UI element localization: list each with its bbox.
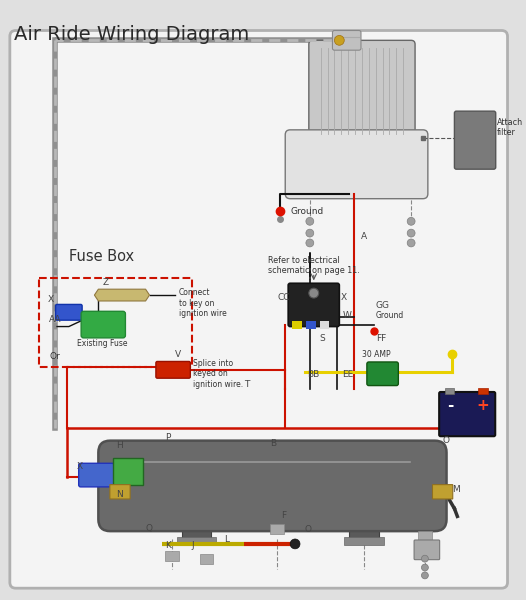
Text: M: M	[452, 485, 460, 494]
Bar	[270, 524, 284, 534]
Circle shape	[309, 288, 319, 298]
Text: L: L	[224, 535, 229, 544]
Bar	[200, 554, 214, 563]
FancyBboxPatch shape	[110, 485, 130, 499]
FancyBboxPatch shape	[432, 485, 453, 499]
Text: K: K	[165, 541, 171, 550]
Text: Fuse Box: Fuse Box	[69, 249, 134, 264]
Text: B: B	[270, 439, 277, 448]
Bar	[306, 320, 316, 329]
Circle shape	[306, 217, 314, 225]
Text: Splice into
keyed on
ignition wire.: Splice into keyed on ignition wire.	[193, 359, 243, 389]
Bar	[444, 388, 454, 394]
Circle shape	[407, 217, 415, 225]
Text: S: S	[320, 334, 326, 343]
Circle shape	[407, 239, 415, 247]
Text: F: F	[281, 511, 287, 520]
FancyBboxPatch shape	[439, 392, 495, 436]
Circle shape	[306, 239, 314, 247]
FancyBboxPatch shape	[156, 361, 190, 378]
Bar	[344, 537, 383, 545]
FancyBboxPatch shape	[10, 31, 508, 588]
Text: O: O	[305, 525, 312, 534]
FancyBboxPatch shape	[113, 458, 143, 485]
FancyBboxPatch shape	[367, 362, 398, 386]
Text: Connect
to key on
ignition wire: Connect to key on ignition wire	[179, 288, 227, 318]
Text: T: T	[244, 380, 249, 389]
Text: +: +	[476, 398, 489, 413]
Text: P: P	[165, 433, 170, 442]
Bar	[418, 531, 432, 541]
Circle shape	[306, 229, 314, 237]
Text: FF: FF	[376, 334, 386, 343]
FancyBboxPatch shape	[309, 40, 415, 142]
Text: Air Ride Wiring Diagram: Air Ride Wiring Diagram	[14, 25, 249, 44]
FancyBboxPatch shape	[56, 304, 82, 320]
Text: X: X	[77, 462, 83, 471]
Text: W: W	[342, 311, 351, 320]
Text: O: O	[442, 436, 450, 445]
FancyBboxPatch shape	[414, 540, 440, 560]
Circle shape	[421, 555, 428, 562]
Text: Existing Fuse: Existing Fuse	[77, 340, 127, 349]
FancyBboxPatch shape	[288, 283, 339, 326]
Bar	[182, 511, 211, 539]
Text: Q: Q	[146, 524, 153, 533]
Text: Refer to electrical
schematic on page 11.: Refer to electrical schematic on page 11…	[268, 256, 359, 275]
Text: -: -	[448, 398, 454, 413]
Text: 30 AMP: 30 AMP	[362, 350, 391, 359]
FancyBboxPatch shape	[81, 311, 125, 338]
FancyBboxPatch shape	[79, 463, 114, 487]
Circle shape	[421, 572, 428, 579]
Text: J: J	[192, 541, 195, 550]
Text: H: H	[116, 440, 123, 449]
FancyBboxPatch shape	[454, 111, 495, 169]
Polygon shape	[95, 289, 149, 301]
Text: BB: BB	[307, 370, 319, 379]
FancyBboxPatch shape	[332, 31, 361, 50]
Bar	[292, 320, 302, 329]
Bar	[320, 320, 329, 329]
Circle shape	[290, 539, 300, 549]
Text: N: N	[116, 490, 123, 499]
Text: AA: AA	[49, 314, 62, 323]
Bar	[478, 388, 488, 394]
Text: Z: Z	[102, 278, 108, 287]
Text: V: V	[175, 350, 181, 359]
Text: CC: CC	[277, 293, 290, 302]
Text: GG: GG	[376, 301, 390, 310]
Circle shape	[421, 564, 428, 571]
Bar	[349, 511, 379, 539]
Text: X: X	[48, 295, 54, 304]
FancyBboxPatch shape	[98, 440, 447, 531]
Text: EE: EE	[342, 370, 353, 379]
Text: Or: Or	[49, 352, 60, 361]
FancyBboxPatch shape	[285, 130, 428, 199]
Text: Attach
filter: Attach filter	[497, 118, 523, 137]
Text: Ground: Ground	[290, 207, 323, 216]
Circle shape	[335, 35, 344, 45]
Text: X: X	[340, 293, 347, 302]
Bar	[177, 537, 216, 545]
Text: Ground: Ground	[376, 311, 404, 320]
Text: A: A	[361, 232, 367, 241]
Circle shape	[407, 229, 415, 237]
Bar	[165, 551, 179, 560]
